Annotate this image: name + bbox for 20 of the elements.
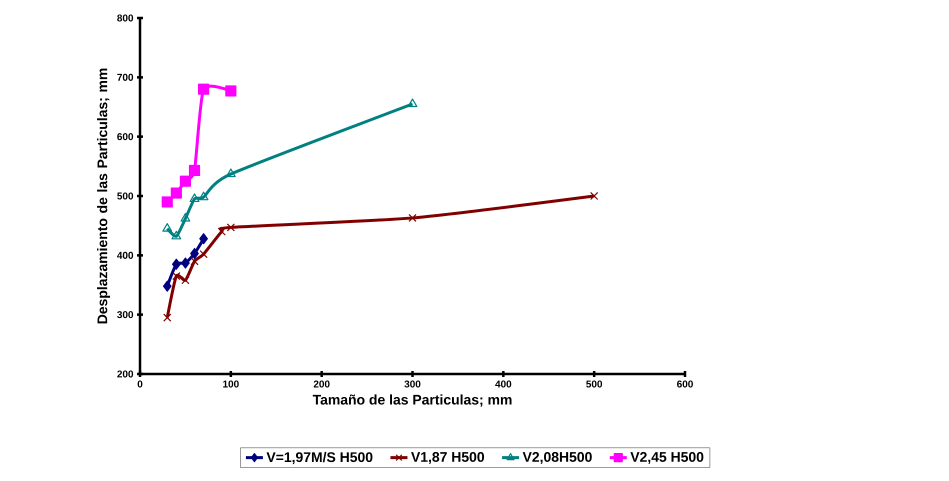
legend-label: V=1,97M/S H500 — [266, 452, 372, 464]
y-tick-label: 800 — [117, 14, 134, 22]
legend-label: V2,45 H500 — [630, 452, 704, 464]
y-axis-title: Desplazamiento de las Particulas; mm — [97, 68, 110, 324]
x-tick-label: 0 — [138, 380, 142, 388]
x-axis-title: Tamaño de las Particulas; mm — [312, 394, 512, 407]
x-tick-label: 400 — [495, 380, 512, 388]
x-tick-label: 300 — [404, 380, 420, 388]
x-tick-label: 200 — [314, 380, 330, 388]
y-tick-label: 600 — [117, 133, 134, 140]
y-tick-label: 700 — [117, 74, 134, 81]
x-tick-label: 500 — [586, 380, 602, 388]
legend-label: V1,87 H500 — [411, 452, 484, 464]
y-tick-label: 500 — [117, 192, 134, 200]
x-tick-label: 100 — [223, 380, 239, 388]
legend-label: V2,08H500 — [522, 452, 592, 464]
y-tick-label: 200 — [117, 370, 134, 378]
y-tick-label: 400 — [117, 252, 134, 259]
y-tick-label: 300 — [117, 311, 134, 318]
x-tick-label: 600 — [677, 380, 693, 388]
